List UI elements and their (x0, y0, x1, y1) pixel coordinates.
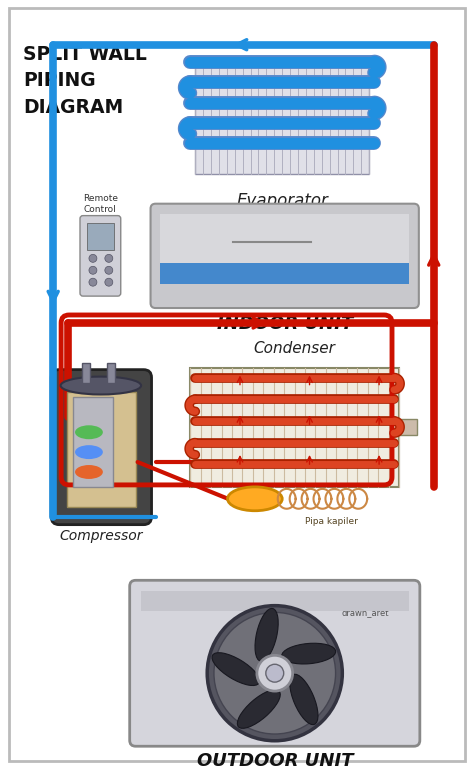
Text: SPLIT WALL
PIPING
DIAGRAM: SPLIT WALL PIPING DIAGRAM (23, 45, 147, 117)
Text: Pipa kapiler: Pipa kapiler (305, 517, 358, 526)
FancyBboxPatch shape (80, 216, 121, 296)
Bar (73, 398, 113, 487)
Text: INDOOR UNIT: INDOOR UNIT (217, 315, 353, 333)
Bar (190, 368, 399, 487)
Circle shape (105, 266, 113, 274)
Bar (161, 214, 409, 265)
Circle shape (266, 664, 284, 682)
FancyBboxPatch shape (51, 370, 152, 525)
Circle shape (105, 255, 113, 262)
Text: OUTDOOR UNIT: OUTDOOR UNIT (197, 752, 353, 770)
Circle shape (89, 278, 97, 286)
Bar (195, 57, 369, 174)
FancyBboxPatch shape (151, 204, 419, 308)
Bar (161, 263, 409, 284)
Text: Compressor: Compressor (59, 529, 143, 543)
Circle shape (257, 656, 292, 691)
FancyBboxPatch shape (130, 580, 420, 746)
Text: Evaporator: Evaporator (236, 192, 328, 210)
Ellipse shape (75, 465, 103, 479)
Bar (87, 223, 114, 251)
Circle shape (207, 605, 342, 741)
Circle shape (89, 255, 97, 262)
Ellipse shape (228, 487, 282, 511)
Circle shape (105, 278, 113, 286)
FancyBboxPatch shape (9, 8, 465, 761)
Bar (107, 363, 115, 382)
Text: Condenser: Condenser (254, 341, 336, 356)
Ellipse shape (212, 652, 260, 686)
Text: Filter dryer: Filter dryer (230, 495, 279, 503)
Ellipse shape (255, 608, 278, 661)
Circle shape (214, 612, 336, 734)
Ellipse shape (237, 690, 280, 728)
Text: drawn_aret: drawn_aret (342, 608, 389, 617)
Ellipse shape (75, 445, 103, 459)
Bar (82, 363, 90, 382)
Ellipse shape (75, 425, 103, 439)
Ellipse shape (61, 377, 141, 395)
Ellipse shape (282, 643, 336, 664)
Bar (141, 591, 409, 611)
Ellipse shape (290, 674, 318, 724)
Bar (399, 420, 417, 435)
Circle shape (89, 266, 97, 274)
Text: Remote
Control: Remote Control (83, 194, 118, 214)
Bar (67, 392, 136, 507)
